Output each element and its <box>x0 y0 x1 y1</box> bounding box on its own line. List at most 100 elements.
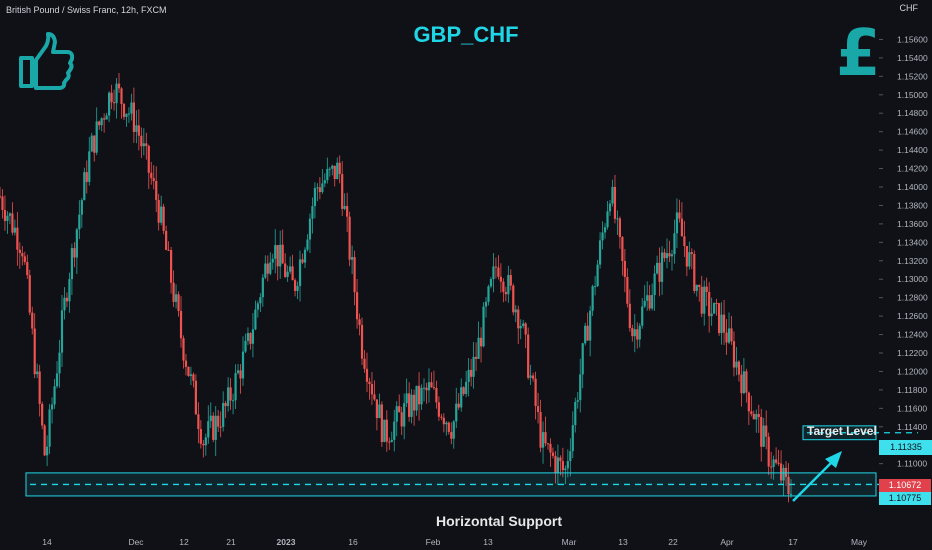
candle-body <box>633 329 636 337</box>
candle-body <box>539 412 542 448</box>
candle-body <box>427 382 431 391</box>
candle-body <box>38 371 41 404</box>
candle-body <box>765 425 768 437</box>
candle-body <box>271 258 274 263</box>
candle-body <box>571 425 574 452</box>
candle-body <box>658 262 661 282</box>
candle-body <box>279 244 282 267</box>
candle-body <box>782 467 785 481</box>
horizontal-support-label: Horizontal Support <box>436 513 562 529</box>
candle-body <box>284 263 287 277</box>
y-tick-label: 1.11800 <box>897 385 927 395</box>
candle-body <box>132 102 135 132</box>
candle-body <box>316 187 319 189</box>
candle-body <box>187 366 190 376</box>
candle-body <box>78 214 81 230</box>
candle-body <box>561 461 564 471</box>
candle-body <box>670 254 674 257</box>
candle-body <box>770 466 773 468</box>
candle-body <box>564 468 567 471</box>
candle-body <box>678 212 681 219</box>
candle-body <box>338 162 341 175</box>
y-tick-label: 1.13800 <box>897 200 928 210</box>
candle-body <box>21 252 24 257</box>
candle-body <box>95 121 98 153</box>
candle-body <box>752 413 755 420</box>
candle-body <box>31 312 34 329</box>
candle-body <box>65 297 69 302</box>
candle-body <box>160 206 163 223</box>
candle-body <box>207 421 210 438</box>
candle-body <box>60 310 64 353</box>
candle-body <box>355 292 359 320</box>
x-tick-label: 21 <box>226 537 236 547</box>
candle-body <box>199 429 202 444</box>
y-tick-label: 1.14000 <box>897 182 928 192</box>
candle-body <box>16 227 19 250</box>
candle-body <box>204 437 207 446</box>
candle-body <box>502 281 505 292</box>
candle-body <box>3 210 7 221</box>
candle-body <box>108 92 111 116</box>
candle-body <box>683 236 686 247</box>
candle-body <box>93 135 96 153</box>
candle-body <box>385 419 388 442</box>
candle-body <box>740 374 743 394</box>
candle-body <box>68 279 71 302</box>
candle-body <box>274 245 277 259</box>
candle-body <box>360 324 364 359</box>
candle-body <box>735 361 738 368</box>
candle-body <box>73 248 76 258</box>
candle-body <box>313 188 317 207</box>
candle-body <box>368 381 371 385</box>
candle-body <box>408 393 411 417</box>
candle-body <box>301 259 304 263</box>
y-tick-label: 1.13000 <box>897 274 928 284</box>
candle-body <box>472 356 475 377</box>
candle-body <box>512 285 515 313</box>
candle-body <box>507 275 510 295</box>
candle-body <box>58 352 61 374</box>
candle-body <box>365 368 369 382</box>
candle-body <box>732 341 736 368</box>
candle-body <box>690 252 693 255</box>
candle-body <box>398 406 401 413</box>
candle-body <box>420 387 423 405</box>
y-tick-label: 1.12800 <box>897 293 928 303</box>
candle-body <box>222 403 225 427</box>
candle-body <box>688 252 691 267</box>
candle-body <box>569 451 572 462</box>
x-tick-label: May <box>851 537 868 547</box>
candle-body <box>318 187 321 193</box>
candle-body <box>715 302 718 304</box>
y-tick-label: 1.15200 <box>897 71 928 81</box>
candle-body <box>713 302 716 314</box>
candle-body <box>626 276 629 304</box>
candle-body <box>28 275 31 313</box>
y-tick-label: 1.12200 <box>897 348 928 358</box>
candle-body <box>613 186 617 219</box>
candle-body <box>554 455 557 473</box>
candle-body <box>6 215 9 221</box>
candle-body <box>162 206 165 231</box>
candle-body <box>152 178 155 181</box>
candle-body <box>212 415 215 440</box>
y-tick-label: 1.14600 <box>897 127 928 137</box>
candle-body <box>504 291 507 295</box>
candle-body <box>470 369 473 377</box>
candle-body <box>675 212 679 234</box>
candle-body <box>395 406 398 422</box>
target-level-label: Target Level <box>807 424 877 438</box>
candle-body <box>665 253 669 259</box>
candle-body <box>179 310 183 339</box>
candle-body <box>150 172 153 179</box>
candle-body <box>231 400 235 402</box>
candle-body <box>244 340 247 352</box>
candle-body <box>551 452 555 456</box>
candle-body <box>767 436 770 467</box>
candle-body <box>239 370 242 379</box>
candle-body <box>53 386 56 405</box>
candle-body <box>217 415 220 427</box>
candle-body <box>50 404 54 410</box>
